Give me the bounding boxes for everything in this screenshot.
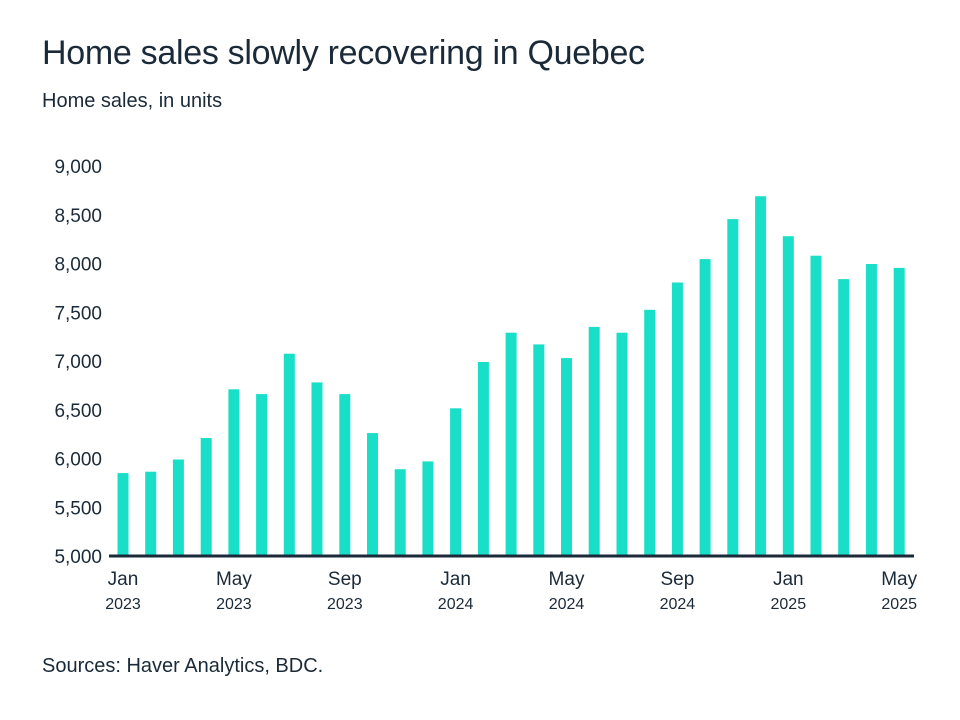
x-tick-year-label: 2023 <box>105 596 141 613</box>
bar: May 2023: 6710 <box>228 389 240 556</box>
bar: Nov 2024: 8455 <box>727 219 739 556</box>
x-tick-year-label: 2025 <box>771 596 807 613</box>
x-tick-year-label: 2023 <box>327 596 363 613</box>
bar: May 2024: 7030 <box>561 358 572 556</box>
x-tick-month-label: Sep <box>660 569 694 590</box>
bar: Oct 2024: 8045 <box>699 259 711 556</box>
y-tick-label: 5,000 <box>54 547 102 568</box>
y-axis-ticks: 5,000 5,500 6,000 6,500 7,000 7,500 8,000 8,500… <box>54 157 102 568</box>
bar: Feb 2025: 8080 <box>810 255 822 556</box>
bar: Nov 2023: 5890 <box>394 469 406 556</box>
x-tick-month-label: May <box>549 569 585 590</box>
chart-subtitle: Home sales, in units <box>42 90 223 112</box>
y-tick-label: 6,000 <box>54 450 102 471</box>
bar: Aug 2024: 7525 <box>644 309 656 556</box>
x-tick-month-label: Jan <box>108 569 139 590</box>
bar: Apr 2024: 7170 <box>533 344 545 556</box>
bar: Jul 2024: 7290 <box>616 332 628 556</box>
bar: Mar 2023: 5990 <box>172 459 184 556</box>
bar: Jan 2025: 8280 <box>782 236 794 556</box>
bar: Feb 2024: 6990 <box>477 362 489 556</box>
bars-group: Jan 2023: 5850 Feb 2023: 5865 Mar 2023: 59… <box>117 196 905 556</box>
bar: Jan 2024: 6515 <box>450 408 462 556</box>
x-axis-ticks: Jan 2023 May 2023 Sep 2023 Jan 2024 May 2024 Sep 20… <box>105 569 917 613</box>
x-tick-month-label: Jan <box>773 569 804 590</box>
bar: Oct 2023: 6260 <box>367 433 378 556</box>
y-tick-label: 8,500 <box>54 206 102 227</box>
bar: Apr 2023: 6210 <box>200 438 212 556</box>
x-tick-year-label: 2024 <box>660 596 696 613</box>
y-tick-label: 5,500 <box>54 498 102 519</box>
y-tick-label: 9,000 <box>54 157 102 178</box>
x-tick-month-label: May <box>881 569 917 590</box>
bar: Sep 2024: 7805 <box>671 282 683 556</box>
bar: Mar 2024: 7290 <box>505 332 517 556</box>
y-tick-label: 7,000 <box>54 352 102 373</box>
bar: Jun 2024: 7350 <box>588 326 600 556</box>
bar: Aug 2023: 6780 <box>311 382 323 556</box>
bar: Sep 2023: 6660 <box>339 394 351 556</box>
bar: Jun 2023: 6660 <box>256 394 268 556</box>
x-tick-month-label: May <box>216 569 252 590</box>
x-tick-year-label: 2024 <box>438 596 474 613</box>
x-tick-year-label: 2024 <box>549 596 585 613</box>
bar: Jul 2023: 7075 <box>283 353 295 556</box>
y-tick-label: 6,500 <box>54 401 102 422</box>
x-tick-month-label: Jan <box>440 569 471 590</box>
bar: May 2025: 7955 <box>893 267 905 556</box>
y-tick-label: 7,500 <box>54 303 102 324</box>
bar: Dec 2024: 8690 <box>755 196 767 556</box>
bar: Dec 2023: 5970 <box>422 461 434 556</box>
chart-title: Home sales slowly recovering in Quebec <box>42 34 645 72</box>
bar: Jan 2023: 5850 <box>117 473 129 556</box>
x-tick-year-label: 2023 <box>216 596 252 613</box>
bar: Feb 2023: 5865 <box>145 471 157 556</box>
y-tick-label: 8,000 <box>54 255 102 276</box>
bar: Apr 2025: 7995 <box>865 264 877 556</box>
bar: Mar 2025: 7840 <box>838 279 850 556</box>
source-note: Sources: Haver Analytics, BDC. <box>42 655 324 677</box>
x-tick-month-label: Sep <box>328 569 362 590</box>
x-tick-year-label: 2025 <box>881 596 917 613</box>
